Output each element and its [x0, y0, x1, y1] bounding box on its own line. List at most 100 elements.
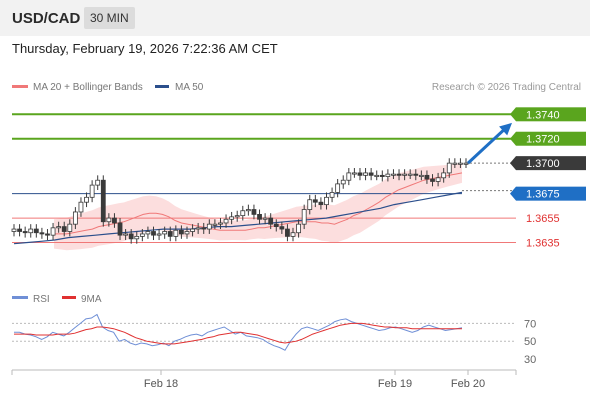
- rsi-ma-legend-label: 9MA: [81, 294, 102, 305]
- candle: [45, 233, 50, 236]
- level-label-box: [516, 186, 586, 201]
- candle: [173, 229, 179, 237]
- bollinger-legend-swatch: [12, 85, 28, 88]
- candle: [123, 233, 129, 236]
- candle: [324, 196, 329, 206]
- candle: [340, 179, 346, 185]
- candle: [50, 227, 56, 236]
- x-axis: Feb 18 Feb 19 Feb 20: [11, 370, 517, 390]
- candle: [67, 223, 73, 232]
- candle: [212, 223, 218, 226]
- candle: [329, 192, 335, 198]
- candle: [368, 172, 374, 176]
- x-tick-label: Feb 20: [451, 378, 485, 390]
- rsi-legend-label: RSI: [33, 294, 50, 305]
- candle: [206, 223, 212, 230]
- rsi-legend-swatch: [12, 296, 28, 299]
- forecast-arrow-head: [499, 122, 512, 136]
- candle: [285, 228, 290, 237]
- candle: [151, 231, 156, 236]
- candle: [446, 162, 452, 174]
- candle: [39, 232, 45, 235]
- top-bar: USD/CAD 30 MIN: [0, 0, 590, 36]
- candle: [156, 233, 162, 236]
- candle: [128, 233, 134, 240]
- bollinger-band-area: [54, 162, 462, 251]
- level-label-text: 1.3740: [526, 109, 560, 121]
- candle: [279, 226, 285, 230]
- candle: [61, 226, 67, 232]
- level-label-box: [516, 156, 586, 171]
- candle: [402, 173, 408, 176]
- candle: [179, 229, 184, 235]
- level-label-text: 1.3720: [526, 134, 560, 146]
- candle: [318, 201, 324, 206]
- candle: [234, 215, 240, 218]
- candle: [190, 228, 195, 232]
- bollinger-band: [54, 162, 462, 251]
- candle: [307, 199, 313, 210]
- candle: [385, 173, 391, 177]
- forecast-arrow: [466, 122, 512, 165]
- candle: [245, 209, 251, 212]
- ma50-legend-swatch: [155, 85, 169, 88]
- rsi-tick-label: 30: [524, 354, 536, 366]
- candle: [162, 231, 168, 235]
- level-label-pointer: [510, 107, 516, 122]
- candle: [89, 184, 95, 198]
- candle: [335, 183, 341, 193]
- candle: [95, 179, 101, 186]
- timestamp: Thursday, February 19, 2026 7:22:36 AM C…: [12, 41, 278, 56]
- candle: [301, 209, 307, 225]
- candle: [418, 174, 424, 177]
- instrument-title: USD/CAD: [12, 10, 81, 27]
- credit-label: Research © 2026 Trading Central: [432, 82, 581, 93]
- candle: [11, 228, 17, 232]
- candle: [268, 217, 274, 225]
- candle: [290, 232, 296, 237]
- candle: [240, 210, 246, 217]
- candle: [374, 174, 380, 177]
- candle: [167, 231, 173, 237]
- candle: [407, 173, 413, 176]
- level-label-box: [516, 107, 586, 122]
- candle: [56, 226, 62, 229]
- x-tick-label: Feb 19: [378, 378, 412, 390]
- candle: [391, 173, 396, 176]
- level-label-pointer: [510, 156, 516, 171]
- candle: [273, 223, 279, 228]
- candle: [17, 228, 22, 232]
- candle: [357, 172, 363, 176]
- candle: [134, 235, 140, 240]
- candle: [351, 172, 357, 175]
- rsi-line: [14, 313, 463, 351]
- candle: [195, 227, 201, 230]
- level-labels: 1.3740 1.3720 1.3700 1.3675 1.3655 1.3635: [510, 107, 586, 249]
- rsi-ma-line: [14, 322, 462, 345]
- candle: [184, 231, 190, 235]
- candle: [223, 218, 229, 224]
- candle: [201, 227, 207, 230]
- candle: [413, 173, 419, 176]
- candle: [28, 228, 34, 234]
- forecast-arrow-shaft: [466, 126, 508, 165]
- level-label-pointer: [510, 186, 516, 201]
- candle: [257, 214, 262, 220]
- ma20-line: [54, 172, 463, 235]
- level-label-text: 1.3675: [526, 189, 560, 201]
- timeframe-badge[interactable]: 30 MIN: [84, 7, 135, 29]
- level-label-pointer: [510, 131, 516, 146]
- candle: [84, 196, 89, 203]
- candle: [22, 231, 28, 234]
- candle: [112, 217, 117, 224]
- candle: [346, 172, 352, 181]
- candle: [251, 209, 257, 215]
- level-label-text: 1.3635: [526, 237, 560, 249]
- candle: [396, 173, 402, 176]
- candle: [312, 199, 318, 203]
- candle: [78, 201, 84, 213]
- candle: [139, 233, 145, 237]
- candle: [262, 217, 268, 220]
- candle: [430, 178, 435, 182]
